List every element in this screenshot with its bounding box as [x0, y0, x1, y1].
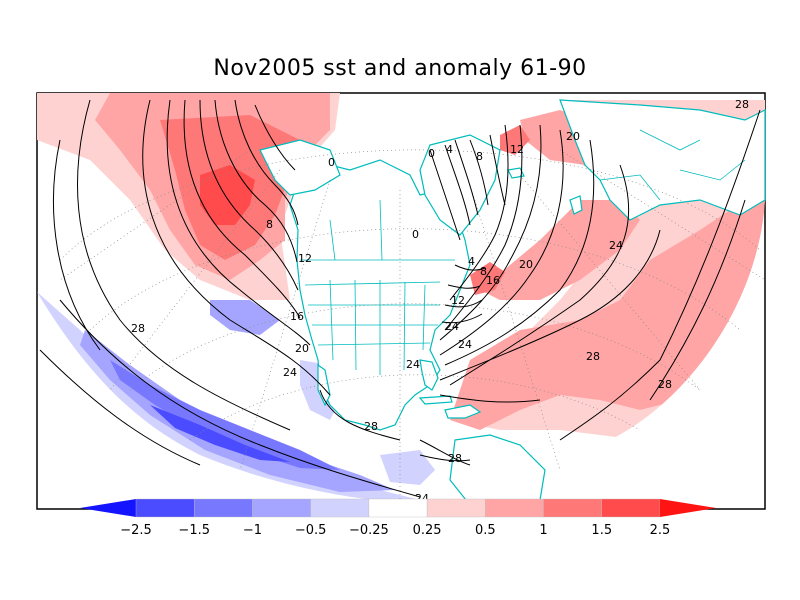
colorbar-tick-label: −0.5: [295, 523, 327, 538]
contour-label: 24: [406, 358, 420, 371]
colorbar-tick-label: 0.25: [413, 523, 442, 538]
contour-label: 20: [566, 130, 580, 143]
contour-label: 8: [476, 150, 483, 163]
colorbar-box: [543, 498, 602, 518]
contour-label: 8: [266, 218, 273, 231]
europe-africa: [559, 99, 766, 221]
colorbar-tick-label: 2.5: [650, 523, 671, 538]
colorbar: −2.5 −1.5 −1 −0.5 −0.25 0.25 0.5 1 1.5 2.5: [80, 498, 716, 538]
contour-label: 28: [658, 378, 672, 391]
contour-label: 4: [446, 143, 453, 156]
florida: [419, 359, 439, 391]
colorbar-tick-label: −1.5: [178, 523, 210, 538]
contour-labels: 28 8 12 16 20 24 28 0 0 0 4 8 12 20 4 8 …: [131, 98, 749, 505]
contour-label: 12: [298, 252, 312, 265]
colorbar-tick-label: 1.5: [591, 523, 612, 538]
south-america: [449, 434, 546, 506]
anomaly-pacific-cool-strong: [110, 360, 340, 470]
mexico-baja: [317, 363, 331, 407]
colorbar-box: [135, 498, 195, 518]
colorbar-arrow-high: [660, 499, 716, 517]
anomaly-pacific-cool-patch: [210, 300, 280, 335]
colorbar-tick-label: 0.5: [475, 523, 496, 538]
contour-label: 28: [586, 350, 600, 363]
colorbar-arrow-low: [80, 499, 136, 517]
contour-label: 8: [480, 265, 487, 278]
anomaly-pacific-cool-mid: [80, 330, 395, 492]
contour-label: 0: [412, 228, 419, 241]
contour-label: 24: [609, 239, 623, 252]
contour-label: 20: [295, 342, 309, 355]
contour-label: 12: [451, 294, 465, 307]
contour-label: 16: [290, 310, 304, 323]
anomaly-north-pacific-peak: [200, 165, 255, 225]
contour-label: 28: [735, 98, 749, 111]
anomaly-shading: [37, 93, 765, 503]
map-title: Nov2005 sst and anomaly 61-90: [213, 56, 587, 81]
anomaly-central-america-cool: [380, 450, 435, 485]
uk: [569, 195, 583, 215]
colorbar-box: [368, 498, 428, 518]
contour-label: 28: [131, 322, 145, 335]
anomaly-atlantic-mid-1: [480, 200, 640, 300]
alaska: [259, 139, 341, 196]
colorbar-tick-label: 1: [539, 523, 547, 538]
contour-label: 0: [428, 147, 435, 160]
greenland: [419, 134, 501, 236]
colorbar-box: [485, 498, 544, 518]
cuba: [418, 395, 453, 405]
political-boundaries: [300, 129, 746, 375]
colorbar-tick-label: −1: [243, 523, 262, 538]
anomaly-atlantic-mid-2: [450, 190, 765, 430]
colorbar-box: [601, 498, 661, 518]
contour-label: 20: [519, 258, 533, 271]
contour-label: 24: [283, 366, 297, 379]
contour-label: 4: [468, 255, 475, 268]
colorbar-box: [194, 498, 253, 518]
graticule: [59, 149, 766, 505]
contour-label: 28: [364, 420, 378, 433]
caribbean-islands: [444, 404, 482, 419]
contour-label: 24: [458, 338, 472, 351]
colorbar-box: [310, 498, 370, 518]
sst-contours: [39, 99, 761, 498]
anomaly-pacific-cool-peak: [150, 405, 290, 462]
contour-label: 24: [445, 320, 459, 333]
contour-label: 0: [328, 156, 335, 169]
colorbar-tick-label: −0.25: [349, 523, 389, 538]
colorbar-box: [426, 498, 486, 518]
contour-label: 12: [510, 143, 524, 156]
colorbar-box: [252, 498, 311, 518]
contour-label: 28: [448, 452, 462, 465]
contour-label: 16: [486, 274, 500, 287]
colorbar-tick-label: −2.5: [120, 523, 152, 538]
